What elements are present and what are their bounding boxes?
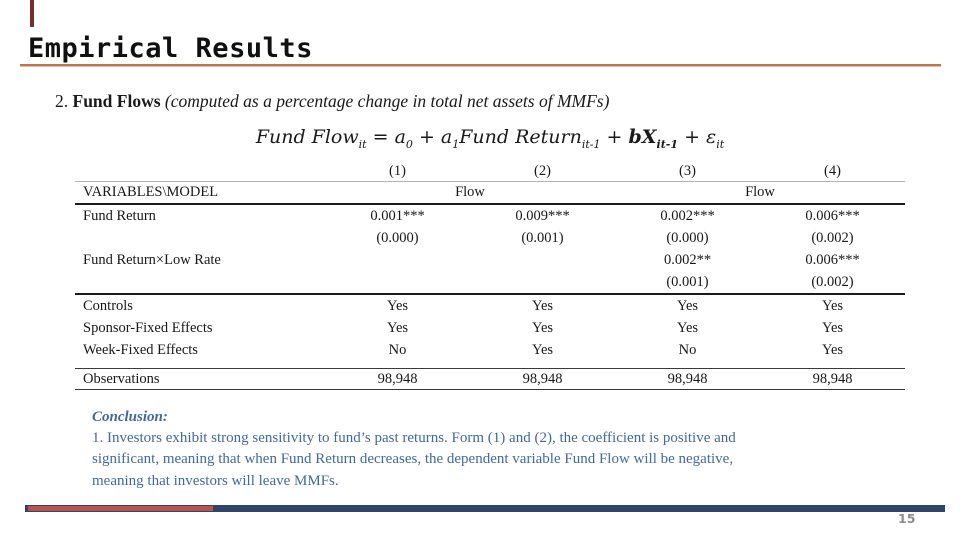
column-number: (3) bbox=[679, 163, 696, 179]
table-rule-heavy bbox=[75, 203, 905, 205]
table-row: (0.000) (0.001) (0.000) (0.002) bbox=[75, 227, 905, 249]
page-number: 15 bbox=[898, 511, 916, 526]
equation-part: Fund Flowit bbox=[255, 126, 367, 151]
table-row: Fund Return 0.001*** 0.009*** 0.002*** 0.006… bbox=[75, 205, 905, 227]
table-cell: 98,948 bbox=[522, 370, 563, 387]
conclusion-text: 1. Investors exhibit strong sensitivity … bbox=[92, 430, 736, 489]
table-cell: No bbox=[678, 341, 697, 358]
table-cell: 0.002** bbox=[663, 251, 712, 268]
equation: Fund Flowit = a0 + a1Fund Returnit-1 + b… bbox=[75, 126, 905, 151]
table-row: Week-Fixed Effects No Yes No Yes bbox=[75, 339, 905, 361]
slide-title: Empirical Results bbox=[28, 33, 313, 64]
table-cell: Yes bbox=[821, 319, 844, 336]
table-cell: Yes bbox=[386, 319, 409, 336]
row-label: Sponsor-Fixed Effects bbox=[83, 319, 213, 336]
table-cell: Yes bbox=[821, 297, 844, 314]
conclusion-heading: Conclusion: bbox=[92, 409, 168, 425]
table-cell: (0.001) bbox=[521, 229, 564, 246]
table-cell: Yes bbox=[676, 297, 699, 314]
equation-part: + εit bbox=[678, 126, 725, 151]
row-label: Fund Return bbox=[83, 207, 156, 224]
table-row: Fund Return×Low Rate 0.002** 0.006*** bbox=[75, 249, 905, 271]
equation-part: bXit-1 bbox=[628, 126, 679, 151]
equation-part: Fund Returnit-1 bbox=[459, 126, 601, 151]
row-header-label: VARIABLES\MODEL bbox=[83, 184, 219, 200]
table-cell: Yes bbox=[531, 319, 554, 336]
regression-table: (1) (2) (3) (4) VARIABLES\MODEL Flow Flow F… bbox=[75, 162, 905, 390]
table-rule bbox=[75, 389, 905, 390]
footer-bar-navy bbox=[25, 505, 945, 512]
table-group-header-row: VARIABLES\MODEL Flow Flow bbox=[75, 182, 905, 203]
table-body: Fund Return 0.001*** 0.009*** 0.002*** 0.006… bbox=[75, 205, 905, 390]
conclusion-block: Conclusion: 1. Investors exhibit strong … bbox=[92, 407, 927, 492]
table-cell: (0.001) bbox=[666, 273, 709, 290]
equation-part: = a0 bbox=[366, 126, 413, 151]
table-cell: 0.006*** bbox=[805, 251, 860, 268]
group-header-flow-2: Flow bbox=[745, 184, 775, 200]
equation-part: + bbox=[600, 126, 629, 148]
subtitle-heading: Fund Flows bbox=[72, 91, 161, 111]
row-label: Fund Return×Low Rate bbox=[83, 251, 221, 268]
table-rule bbox=[75, 293, 905, 295]
table-colnum-row: (1) (2) (3) (4) bbox=[75, 162, 905, 181]
subtitle: 2. Fund Flows (computed as a percentage … bbox=[55, 91, 609, 112]
table-rule bbox=[75, 368, 905, 369]
group-header-flow-1: Flow bbox=[455, 184, 485, 200]
subtitle-number: 2. bbox=[55, 91, 69, 111]
subtitle-note: (computed as a percentage change in tota… bbox=[164, 91, 610, 111]
table-rule-light bbox=[75, 181, 905, 182]
table-cell: 0.009*** bbox=[515, 207, 570, 224]
row-label: Controls bbox=[83, 297, 133, 314]
table-cell: 0.002*** bbox=[660, 207, 715, 224]
table-cell: 98,948 bbox=[377, 370, 418, 387]
table-cell: 98,948 bbox=[812, 370, 853, 387]
footer-bar-red bbox=[28, 506, 213, 511]
table-cell: Yes bbox=[386, 297, 409, 314]
table-cell: (0.000) bbox=[666, 229, 709, 246]
row-label: Observations bbox=[83, 370, 160, 387]
column-number: (1) bbox=[389, 163, 406, 179]
table-cell: 98,948 bbox=[667, 370, 708, 387]
table-row: Sponsor-Fixed Effects Yes Yes Yes Yes bbox=[75, 317, 905, 339]
table-row: Controls Yes Yes Yes Yes bbox=[75, 295, 905, 317]
table-cell: 0.001*** bbox=[370, 207, 425, 224]
table-cell: (0.002) bbox=[811, 273, 854, 290]
title-underline bbox=[20, 64, 941, 66]
row-label: Week-Fixed Effects bbox=[83, 341, 198, 358]
table-cell: (0.002) bbox=[811, 229, 854, 246]
table-cell: (0.000) bbox=[376, 229, 419, 246]
equation-part: + a1 bbox=[412, 126, 460, 151]
table-row: (0.001) (0.002) bbox=[75, 271, 905, 293]
table-cell: Yes bbox=[676, 319, 699, 336]
table-cell: Yes bbox=[821, 341, 844, 358]
column-number: (4) bbox=[824, 163, 841, 179]
table-row: Observations 98,948 98,948 98,948 98,948 bbox=[75, 369, 905, 389]
corner-accent-mark bbox=[30, 0, 34, 27]
table-cell: 0.006*** bbox=[805, 207, 860, 224]
column-number: (2) bbox=[534, 163, 551, 179]
table-cell: Yes bbox=[531, 341, 554, 358]
table-cell: Yes bbox=[531, 297, 554, 314]
table-cell: No bbox=[388, 341, 407, 358]
